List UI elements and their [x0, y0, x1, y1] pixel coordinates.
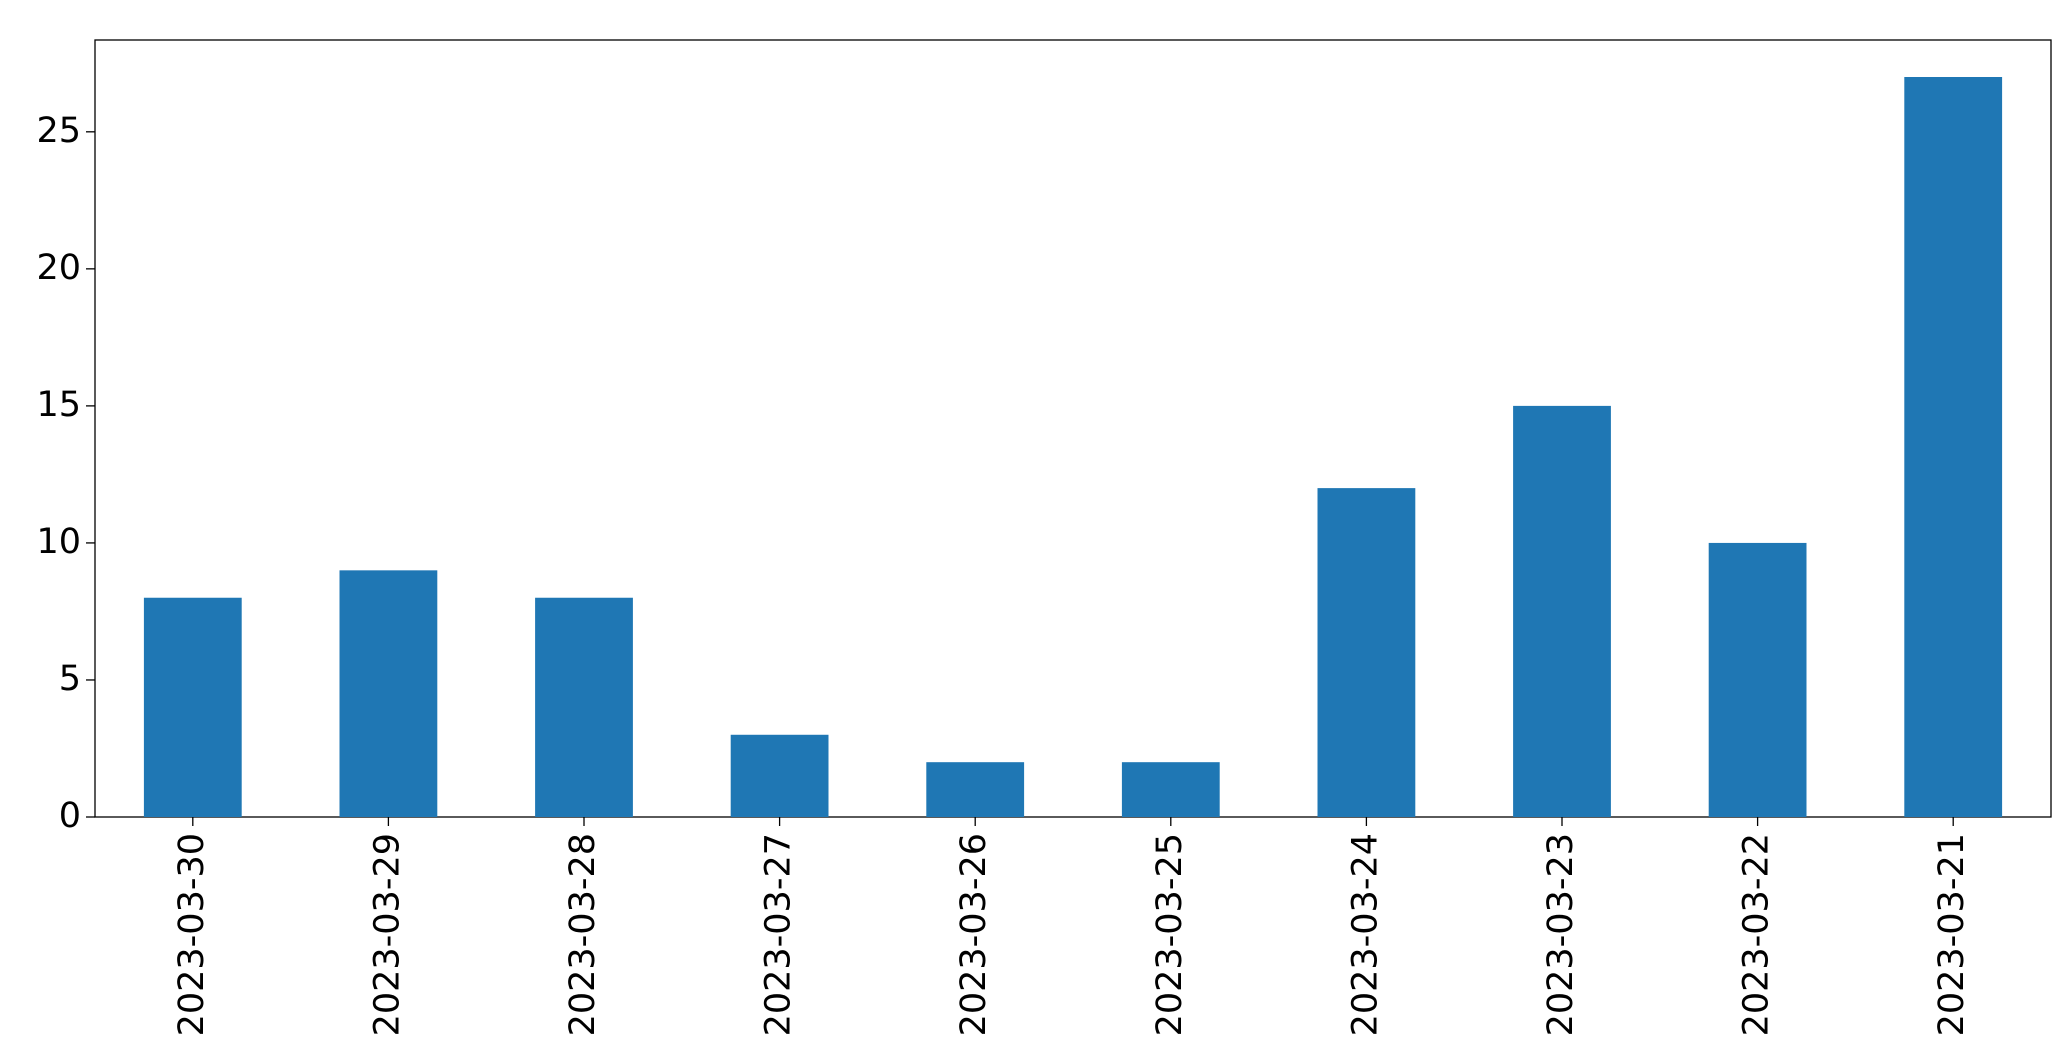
bar	[535, 597, 633, 817]
bar	[926, 762, 1025, 817]
y-tick-label: 0	[59, 796, 81, 836]
x-tick-label: 2023-03-28	[563, 833, 603, 1036]
bar	[730, 734, 829, 817]
bar	[1317, 488, 1416, 817]
y-tick-label: 5	[59, 659, 81, 699]
bar	[1121, 762, 1220, 817]
bar	[143, 597, 242, 817]
y-tick-label: 10	[36, 522, 81, 562]
y-tick-label: 25	[36, 111, 81, 151]
x-tick-label: 2023-03-26	[954, 833, 994, 1036]
x-tick-label: 2023-03-25	[1150, 833, 1190, 1036]
x-tick-label: 2023-03-21	[1932, 833, 1972, 1036]
x-tick-label: 2023-03-22	[1737, 833, 1777, 1036]
y-tick-label: 20	[36, 248, 81, 288]
bar	[1708, 542, 1807, 817]
bar	[339, 570, 438, 817]
bar	[1513, 405, 1611, 817]
x-tick-label: 2023-03-24	[1345, 833, 1385, 1036]
x-tick-label: 2023-03-27	[759, 833, 799, 1036]
x-tick-label: 2023-03-29	[367, 833, 407, 1036]
plot-frame	[94, 39, 2052, 818]
x-tick-label: 2023-03-23	[1541, 833, 1581, 1036]
bar	[1904, 77, 2003, 817]
y-tick-label: 15	[36, 385, 81, 425]
x-tick-label: 2023-03-30	[172, 833, 212, 1036]
